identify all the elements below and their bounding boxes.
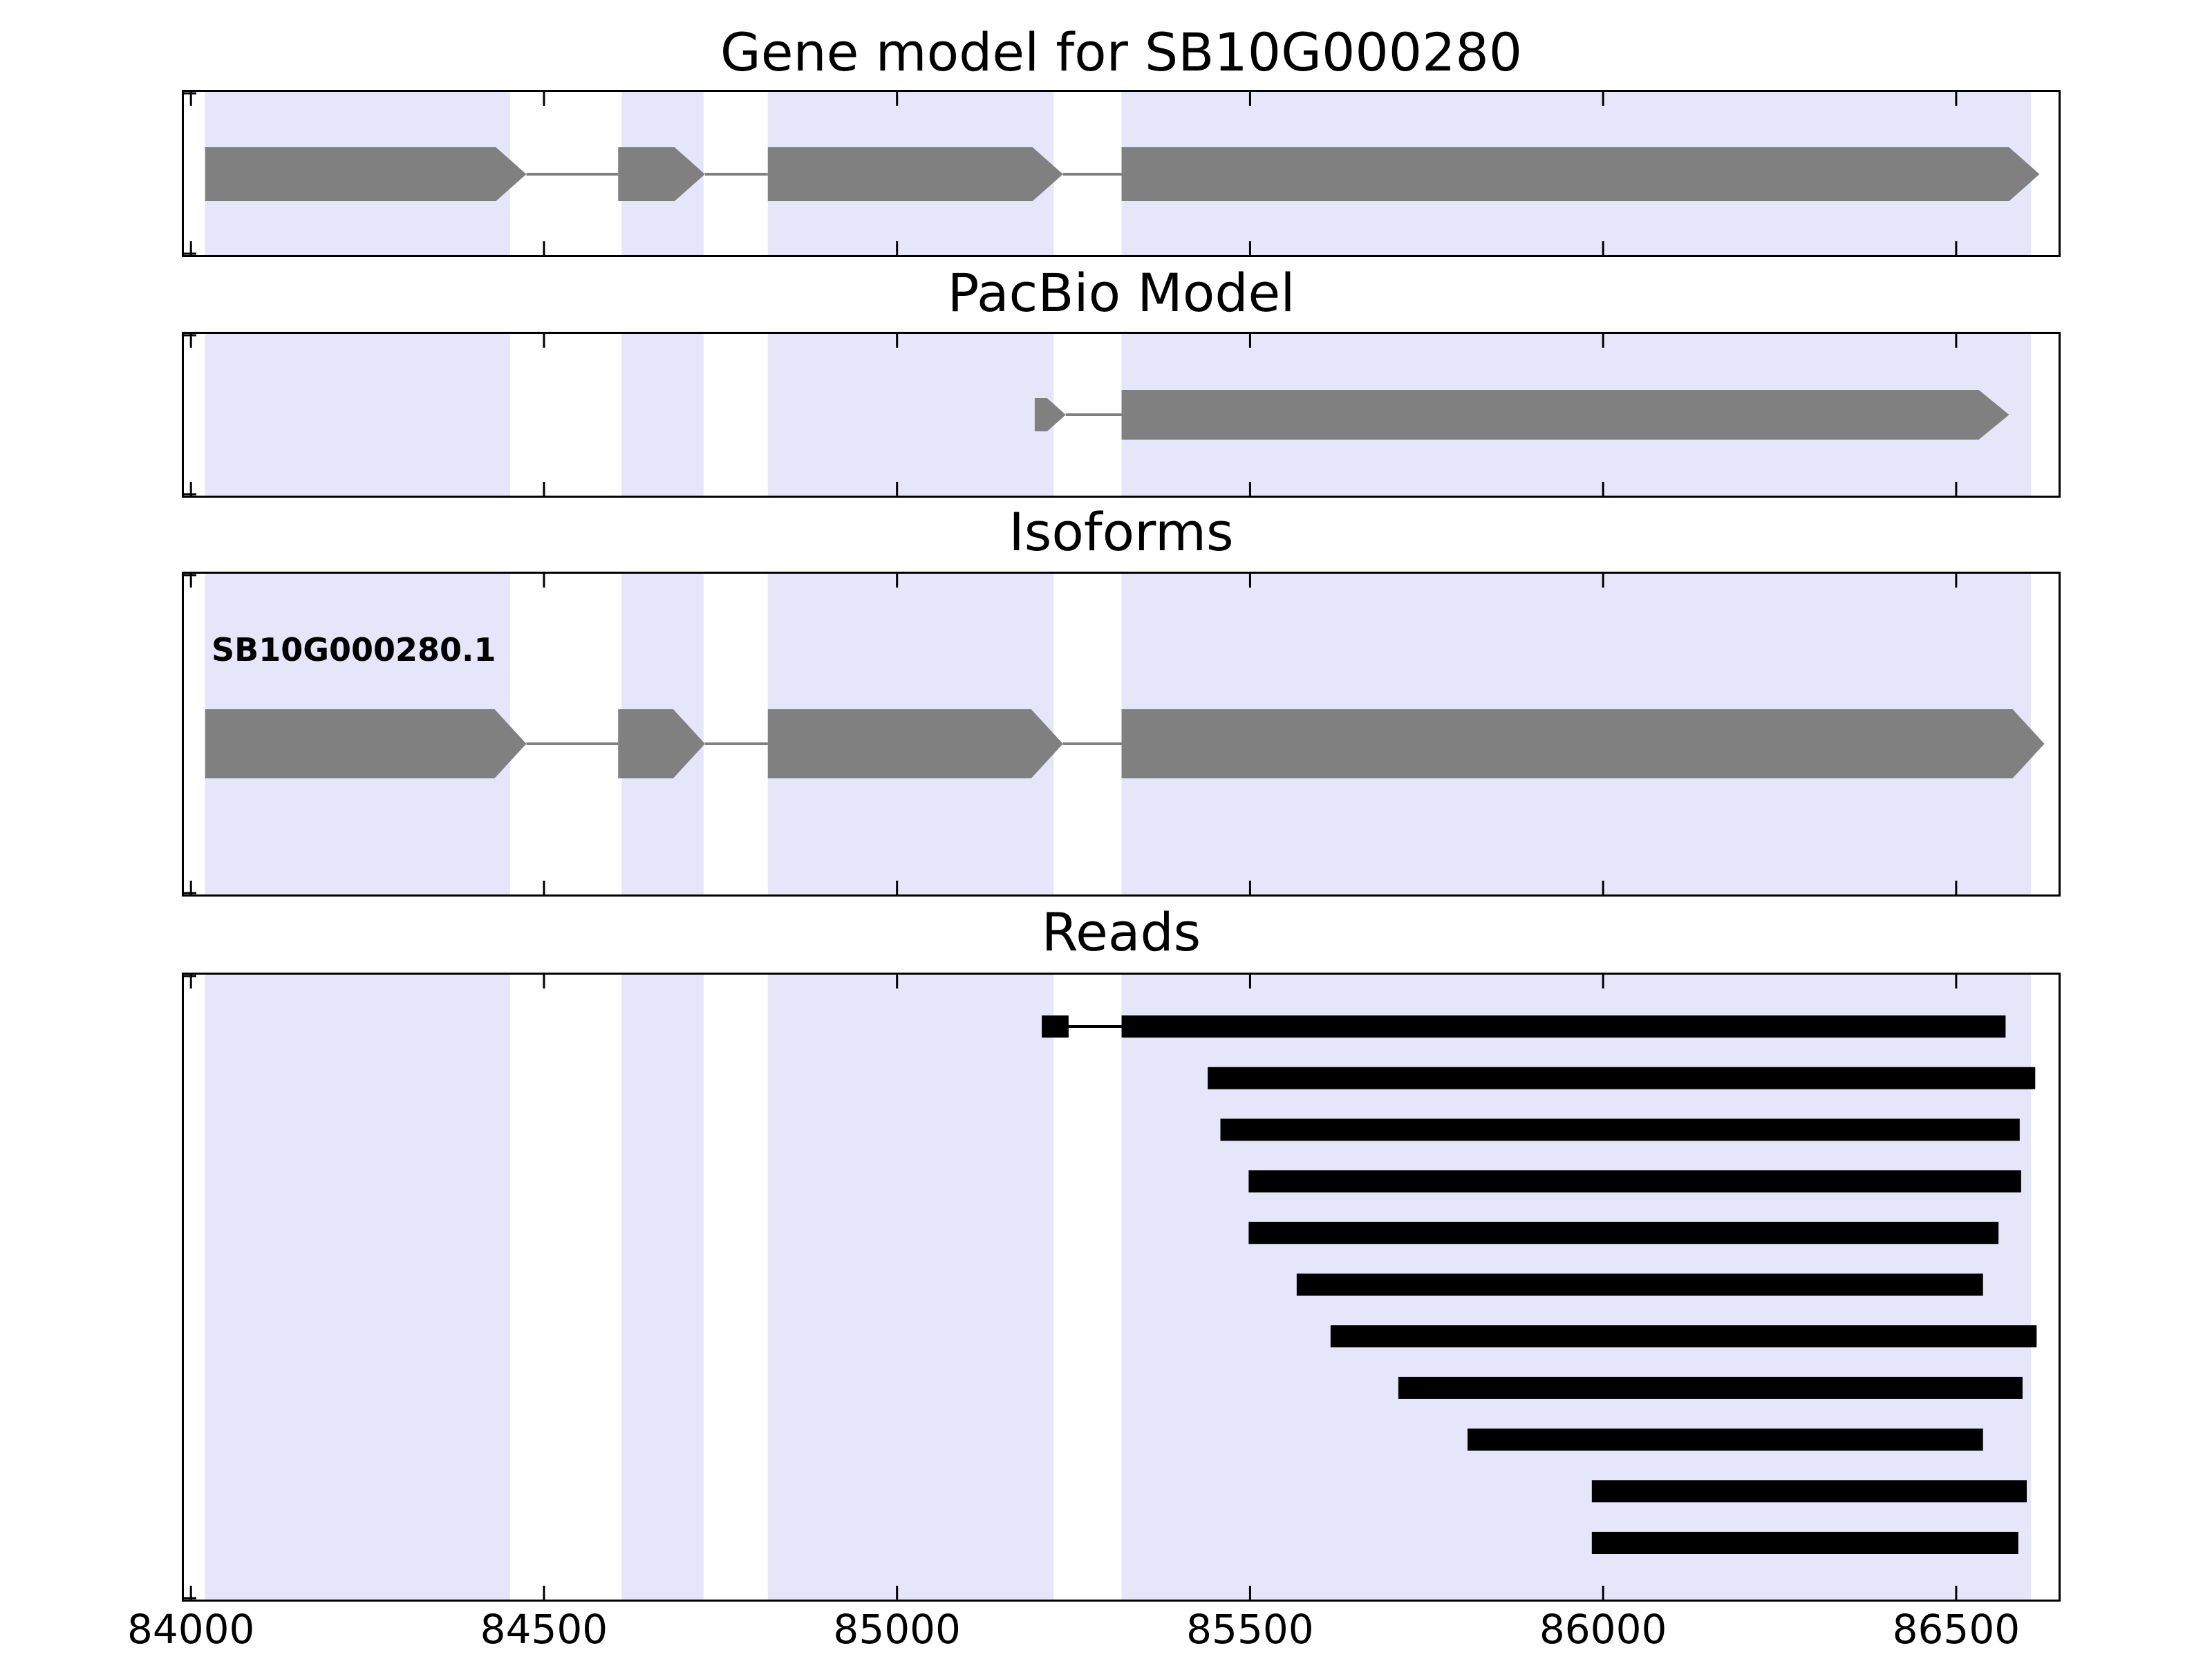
isoform-label: SB10G000280.1 [212,631,496,668]
exon-arrow [1121,709,2045,778]
read-bar [1468,1428,1983,1451]
exon-band [767,975,1054,1600]
exon-arrow [1034,398,1066,431]
reads-panel [182,973,2061,1602]
exon-arrow [618,709,705,778]
isoforms-plot [184,574,2045,894]
reads-title: Reads [1041,901,1201,963]
exon-arrow [1121,390,2009,440]
x-tick-label: 84000 [126,1606,255,1653]
read-bar [1121,1015,2006,1038]
exon-band [205,334,510,496]
exon-arrow [618,147,705,201]
exon-arrow [767,147,1063,201]
read-bar [1591,1480,2027,1503]
pacbio-model-plot [184,334,2032,496]
pacbio-model-panel [182,332,2061,498]
exon-band [205,975,510,1600]
gene-model-panel [182,90,2061,257]
read-bar [1398,1376,2023,1399]
isoforms-panel [182,572,2061,897]
gene-model-plot [184,92,2040,255]
exon-arrow [767,709,1063,778]
read-bar [1296,1273,1983,1296]
isoforms-title: Isoforms [1009,501,1234,563]
read-bar [1220,1118,2020,1141]
exon-band [621,334,704,496]
read-bar [1042,1015,1069,1038]
reads-plot [184,975,2037,1600]
gene-model-title: Gene model for SB10G000280 [720,21,1523,83]
exon-band [621,975,704,1600]
pacbio-model-title: PacBio Model [947,262,1295,324]
x-tick-label: 85000 [833,1606,961,1653]
read-bar [1248,1170,2021,1193]
read-bar [1208,1067,2036,1089]
x-tick-label: 86500 [1892,1606,2021,1653]
x-tick-label: 85500 [1186,1606,1314,1653]
exon-arrow [205,709,527,778]
exon-band [767,334,1054,496]
exon-arrow [1121,147,2040,201]
read-bar [1591,1532,2018,1554]
x-tick-label: 86000 [1539,1606,1667,1653]
exon-arrow [205,147,527,201]
x-tick-label: 84500 [480,1606,608,1653]
read-bar [1330,1325,2037,1348]
read-bar [1248,1221,1999,1244]
